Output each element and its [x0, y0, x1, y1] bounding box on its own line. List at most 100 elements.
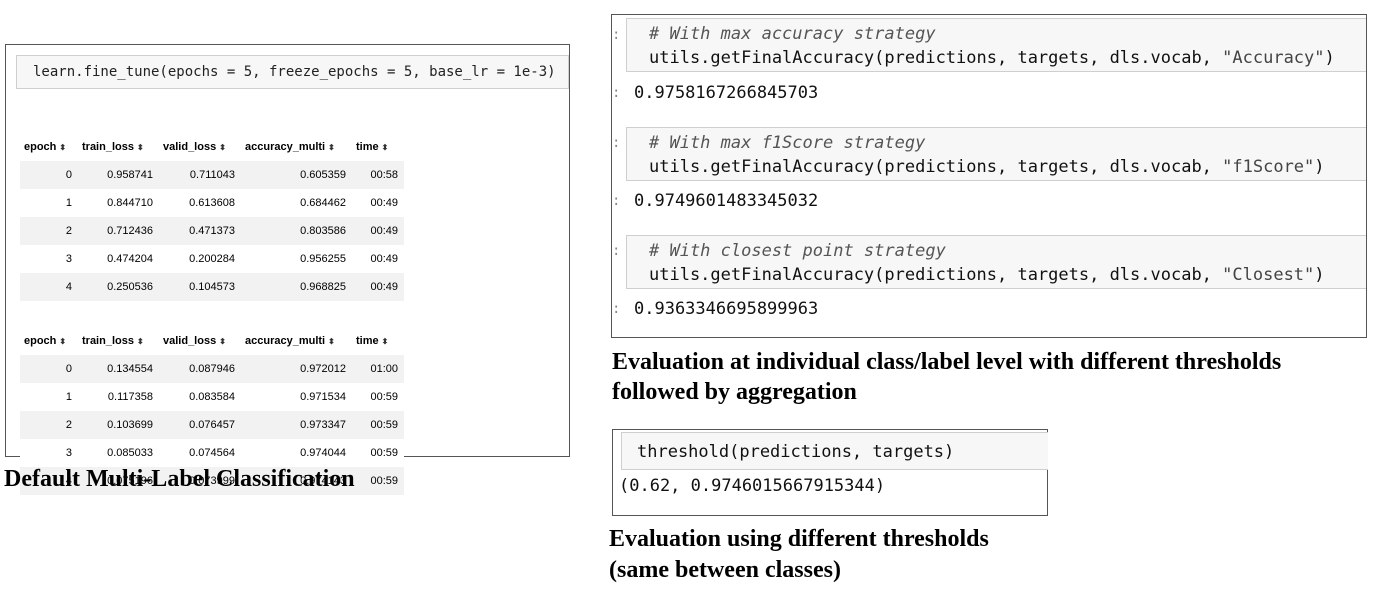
table-row: 1 0.117358 0.083584 0.971534 00:59 — [20, 383, 404, 411]
sort-arrows-icon: ⬍ — [59, 337, 67, 346]
f1score-strategy-code-cell[interactable]: # With max f1Score strategy utils.getFin… — [626, 127, 1366, 181]
train-loss-cell: 0.250536 — [107, 281, 153, 293]
sort-arrows-icon: ⬍ — [219, 337, 226, 346]
closest-strategy-code-cell[interactable]: # With closest point strategy utils.getF… — [626, 235, 1366, 289]
code-string: "f1Score" — [1222, 157, 1315, 177]
output-prompt: : — [612, 193, 621, 209]
table-header-row: epoch ⬍ train_loss ⬍ valid_loss ⬍ accuracy_… — [20, 327, 404, 355]
table-row: 2 0.103699 0.076457 0.973347 00:59 — [20, 411, 404, 439]
code-comment: # With max f1Score strategy — [649, 133, 926, 153]
column-header-valid-loss[interactable]: valid_loss ⬍ — [163, 141, 226, 153]
table-row: 4 0.075196 0.073999 0.974143 00:59 — [20, 467, 404, 495]
code-comment: # With max accuracy strategy — [649, 24, 936, 44]
epoch-cell: 3 — [65, 447, 72, 459]
code-line: utils.getFinalAccuracy(predictions, targ… — [649, 265, 1223, 285]
epoch-cell: 4 — [65, 475, 72, 487]
sort-arrows-icon: ⬍ — [381, 337, 389, 346]
train-loss-cell: 0.075196 — [107, 475, 153, 487]
fine-tune-output-panel: learn.fine_tune(epochs = 5, freeze_epoch… — [5, 44, 570, 495]
cell-prompt: : — [612, 243, 621, 259]
caption-default-classification: Default Multi-Label Classification — [4, 466, 355, 492]
epoch-cell: 1 — [65, 197, 72, 209]
column-header-epoch[interactable]: epoch ⬍ — [24, 141, 67, 153]
accuracy-cell: 0.956255 — [300, 253, 346, 265]
epoch-cell: 0 — [65, 363, 72, 375]
code-line-end: ) — [1314, 265, 1325, 285]
epoch-cell: 0 — [65, 169, 72, 181]
train-loss-cell: 0.958741 — [107, 169, 153, 181]
caption-threshold-line1: Evaluation using different thresholds — [609, 526, 989, 552]
epoch-cell: 4 — [65, 281, 72, 293]
time-cell: 00:59 — [370, 391, 398, 403]
time-cell: 00:59 — [370, 419, 398, 431]
table-row: 3 0.474204 0.200284 0.956255 00:49 — [20, 245, 404, 273]
caption-threshold-line2: (same between classes) — [609, 557, 841, 583]
table-row: 3 0.085033 0.074564 0.974044 00:59 — [20, 439, 404, 467]
threshold-code-cell[interactable]: threshold(predictions, targets) — [621, 432, 1048, 470]
time-cell: 00:49 — [370, 281, 398, 293]
accuracy-cell: 0.972012 — [300, 363, 346, 375]
train-loss-cell: 0.085033 — [107, 447, 153, 459]
caption-class-level-line1: Evaluation at individual class/label lev… — [612, 349, 1282, 375]
sort-arrows-icon: ⬍ — [59, 143, 67, 152]
table-row: 0 0.134554 0.087946 0.972012 01:00 — [20, 355, 404, 383]
class-level-evaluation-panel: : ▾ # With max accuracy strategy utils.g… — [611, 14, 1367, 338]
output-prompt: : — [612, 301, 621, 317]
code-string: "Closest" — [1222, 265, 1315, 285]
valid-loss-cell: 0.087946 — [189, 363, 235, 375]
threshold-evaluation-panel: threshold(predictions, targets) (0.62, 0… — [612, 429, 1048, 516]
accuracy-cell: 0.684462 — [300, 197, 346, 209]
column-header-accuracy-multi[interactable]: accuracy_multi ⬍ — [245, 335, 335, 347]
train-loss-cell: 0.844710 — [107, 197, 153, 209]
column-header-accuracy-multi[interactable]: accuracy_multi ⬍ — [245, 141, 335, 153]
time-cell: 00:49 — [370, 197, 398, 209]
time-cell: 00:49 — [370, 225, 398, 237]
train-loss-cell: 0.117358 — [107, 391, 153, 403]
code-string: "Accuracy" — [1222, 48, 1325, 68]
valid-loss-cell: 0.073999 — [189, 475, 235, 487]
valid-loss-cell: 0.613608 — [189, 197, 235, 209]
valid-loss-cell: 0.711043 — [189, 169, 235, 181]
time-cell: 00:59 — [370, 475, 398, 487]
table-row: 1 0.844710 0.613608 0.684462 00:49 — [20, 189, 404, 217]
accuracy-strategy-output: 0.9758167266845703 — [634, 83, 819, 103]
train-loss-cell: 0.103699 — [107, 419, 153, 431]
epoch-cell: 2 — [65, 419, 72, 431]
column-header-epoch[interactable]: epoch ⬍ — [24, 335, 67, 347]
column-header-train-loss[interactable]: train_loss ⬍ — [82, 141, 144, 153]
column-header-time[interactable]: time ⬍ — [356, 141, 389, 153]
accuracy-cell: 0.968825 — [300, 281, 346, 293]
training-table-unfrozen: epoch ⬍ train_loss ⬍ valid_loss ⬍ accuracy_… — [20, 327, 404, 495]
time-cell: 01:00 — [370, 363, 398, 375]
valid-loss-cell: 0.074564 — [189, 447, 235, 459]
valid-loss-cell: 0.471373 — [189, 225, 235, 237]
accuracy-cell: 0.803586 — [300, 225, 346, 237]
accuracy-cell: 0.973347 — [300, 419, 346, 431]
fine-tune-code-cell[interactable]: learn.fine_tune(epochs = 5, freeze_epoch… — [16, 55, 569, 89]
accuracy-cell: 0.974143 — [300, 475, 346, 487]
accuracy-cell: 0.974044 — [300, 447, 346, 459]
valid-loss-cell: 0.083584 — [189, 391, 235, 403]
train-loss-cell: 0.134554 — [107, 363, 153, 375]
train-loss-cell: 0.712436 — [107, 225, 153, 237]
time-cell: 00:49 — [370, 253, 398, 265]
cell-prompt: : — [612, 135, 621, 151]
valid-loss-cell: 0.104573 — [189, 281, 235, 293]
accuracy-strategy-code-cell[interactable]: # With max accuracy strategy utils.getFi… — [626, 18, 1366, 72]
column-header-valid-loss[interactable]: valid_loss ⬍ — [163, 335, 226, 347]
cell-prompt: : — [612, 27, 621, 43]
time-cell: 00:58 — [370, 169, 398, 181]
table-row: 0 0.958741 0.711043 0.605359 00:58 — [20, 161, 404, 189]
column-header-train-loss[interactable]: train_loss ⬍ — [82, 335, 144, 347]
sort-arrows-icon: ⬍ — [381, 143, 389, 152]
epoch-cell: 3 — [65, 253, 72, 265]
training-table-frozen: epoch ⬍ train_loss ⬍ valid_loss ⬍ accuracy_… — [20, 133, 404, 301]
sort-arrows-icon: ⬍ — [136, 143, 144, 152]
f1score-strategy-output: 0.9749601483345032 — [634, 191, 819, 211]
code-line: utils.getFinalAccuracy(predictions, targ… — [649, 157, 1223, 177]
threshold-output: (0.62, 0.9746015667915344) — [619, 476, 886, 496]
code-line: utils.getFinalAccuracy(predictions, targ… — [649, 48, 1223, 68]
column-header-time[interactable]: time ⬍ — [356, 335, 389, 347]
table-header-row: epoch ⬍ train_loss ⬍ valid_loss ⬍ accuracy_… — [20, 133, 404, 161]
code-comment: # With closest point strategy — [649, 241, 946, 261]
